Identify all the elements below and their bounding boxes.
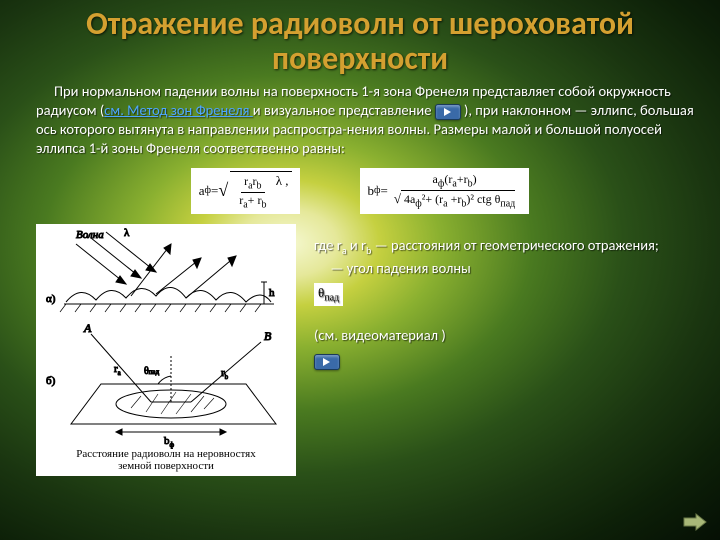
label-alpha: α): [46, 293, 56, 305]
title-line-1: Отражение радиоволн от шероховатой: [86, 4, 634, 43]
theta-inline: θпад: [314, 281, 659, 306]
svg-text:θпад: θпад: [144, 366, 160, 377]
video-button[interactable]: [314, 354, 340, 370]
formula-row: aф = √ rarb ra+ rb λ , bф = aф(ra+rb) √ …: [0, 164, 720, 218]
fresnel-link[interactable]: см. Метод зон Френеля: [104, 101, 253, 119]
next-arrow-icon[interactable]: [682, 512, 708, 532]
formula-b: bф = aф(ra+rb) √ 4aф²+ (ra +rb)² ctg θпа…: [360, 168, 530, 214]
figure-diagram: α): [36, 224, 296, 476]
label-beta: б): [46, 375, 56, 387]
svg-text:λ: λ: [124, 227, 130, 239]
figure-caption: Расстояние радиоволн на неровностяхземно…: [36, 448, 296, 472]
svg-text:А: А: [83, 321, 92, 335]
video-button-row: [314, 351, 659, 371]
formula-a: aф = √ rarb ra+ rb λ ,: [191, 168, 300, 214]
description-column: где ra и rb — расстояния от геометрическ…: [314, 224, 659, 476]
title-line-2: поверхности: [272, 39, 448, 78]
svg-text:h: h: [269, 287, 275, 299]
svg-text:Волна: Волна: [76, 229, 104, 241]
slide-title: Отражение радиоволн от шероховатой повер…: [0, 0, 720, 78]
lower-row: α): [0, 218, 720, 476]
visual-button[interactable]: [435, 104, 461, 120]
desc-line-2: — угол падения волны: [314, 259, 659, 279]
intro-paragraph: При нормальном падении волны на поверхно…: [0, 78, 720, 163]
svg-text:В: В: [264, 329, 272, 343]
svg-text:rb: rb: [221, 367, 229, 381]
intro-text-b: и визуальное представление: [253, 101, 435, 119]
see-video: (см. видеоматериал ): [314, 326, 659, 346]
desc-line-1: где ra и rb — расстояния от геометрическ…: [314, 236, 659, 257]
